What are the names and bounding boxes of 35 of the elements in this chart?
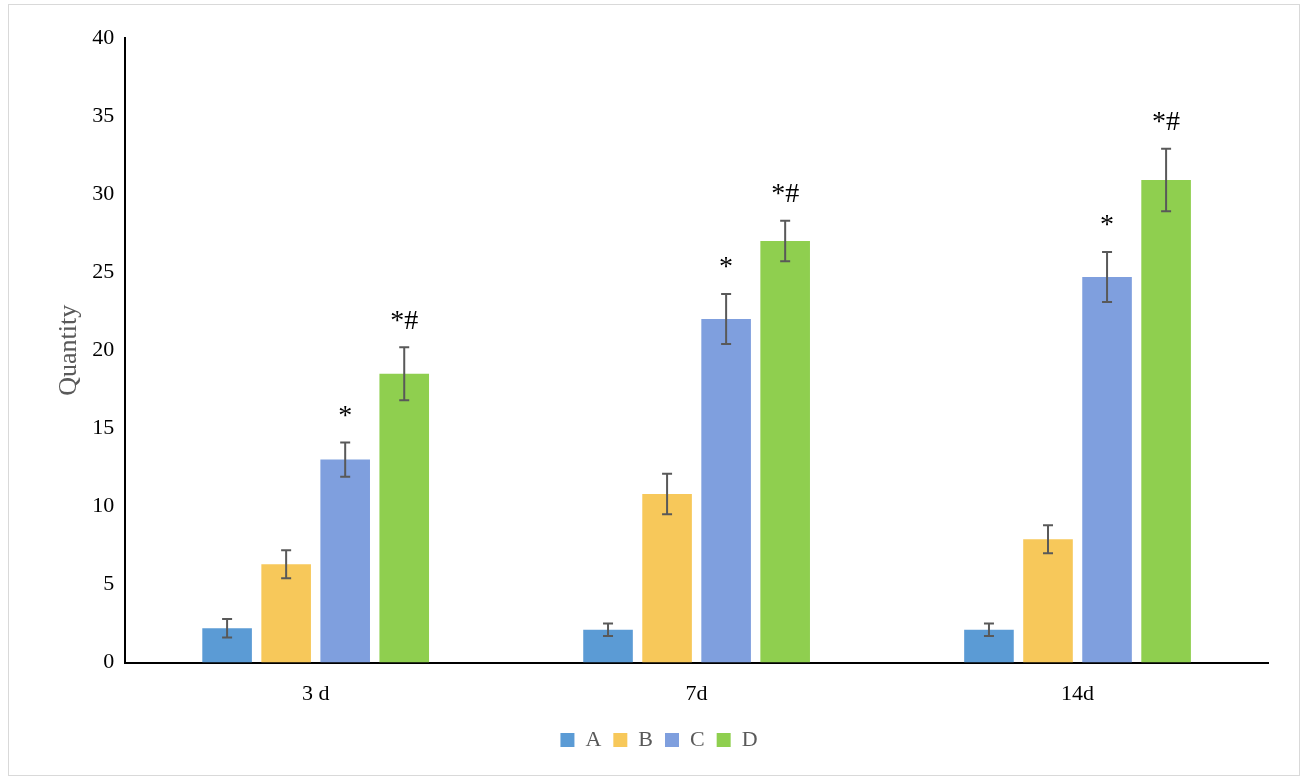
x-tick-label: 3 d (301, 679, 330, 705)
bar (583, 629, 633, 663)
y-tick-label: 30 (92, 179, 115, 205)
annotation: * (1100, 208, 1115, 240)
bar (261, 564, 311, 663)
bar (320, 459, 370, 663)
y-axis-title: Quantity (53, 304, 83, 396)
bar (701, 319, 751, 663)
y-tick-label: 35 (92, 101, 115, 127)
legend-label: D (741, 725, 758, 751)
legend-label: C (690, 725, 705, 751)
annotation: *# (771, 177, 800, 209)
annotation: *# (390, 303, 419, 335)
y-tick-label: 0 (103, 648, 115, 674)
x-tick-label: 7d (685, 679, 708, 705)
bar (1023, 539, 1073, 663)
y-tick-label: 15 (92, 414, 115, 440)
legend-label: B (638, 725, 654, 751)
y-tick-label: 40 (92, 23, 115, 49)
x-tick-label: 14d (1061, 679, 1095, 705)
bar (642, 493, 692, 663)
bar (202, 628, 252, 663)
bar (1082, 276, 1132, 663)
bar (1141, 180, 1191, 663)
bar (379, 373, 430, 663)
annotation: *# (1152, 105, 1181, 137)
y-tick-label: 5 (103, 570, 115, 596)
annotation: * (719, 250, 734, 282)
y-tick-label: 20 (92, 336, 115, 362)
bar (964, 629, 1014, 663)
annotation: * (338, 398, 353, 430)
bar (760, 241, 810, 663)
legend-label: A (585, 725, 602, 751)
y-tick-label: 25 (92, 258, 115, 284)
y-tick-label: 10 (92, 492, 115, 518)
